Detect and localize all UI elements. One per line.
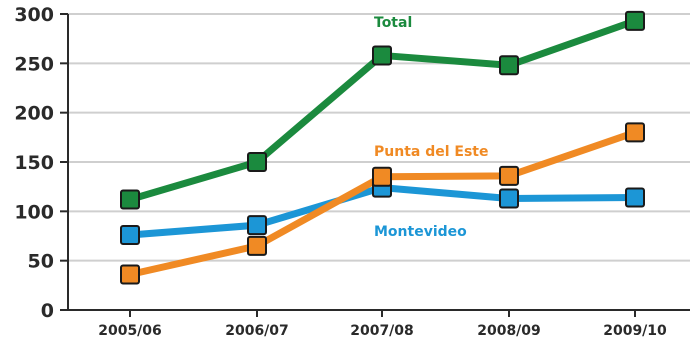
series-label-montevideo: Montevideo — [374, 224, 467, 240]
y-tick-label-200: 200 — [14, 103, 54, 125]
y-tick-label-50: 50 — [28, 251, 54, 273]
y-tick-label-300: 300 — [14, 4, 54, 26]
marker-montevideo-3 — [499, 188, 519, 209]
y-tick-label-100: 100 — [14, 201, 54, 223]
marker-punta-del-este-2 — [372, 166, 392, 187]
y-tick-label-0: 0 — [41, 300, 54, 322]
x-tick-label-4: 2009/10 — [603, 323, 667, 339]
series-label-total: Total — [374, 15, 412, 31]
marker-total-4 — [625, 10, 645, 31]
marker-punta-del-este-3 — [499, 165, 519, 186]
marker-total-0 — [120, 189, 140, 210]
x-tick-label-1: 2006/07 — [225, 323, 289, 339]
marker-punta-del-este-0 — [120, 264, 140, 285]
marker-montevideo-0 — [120, 225, 140, 246]
series-label-punta-del-este: Punta del Este — [374, 144, 488, 160]
y-tick-label-150: 150 — [14, 152, 54, 174]
marker-total-3 — [499, 55, 519, 76]
marker-montevideo-4 — [625, 187, 645, 208]
marker-total-1 — [247, 152, 267, 172]
x-tick-label-0: 2005/06 — [98, 323, 162, 339]
y-tick-label-250: 250 — [14, 53, 54, 75]
x-tick-label-3: 2008/09 — [477, 323, 541, 339]
marker-montevideo-1 — [247, 215, 267, 236]
marker-total-2 — [372, 45, 392, 66]
x-tick-label-2: 2007/08 — [350, 323, 414, 339]
marker-punta-del-este-4 — [625, 122, 645, 143]
marker-punta-del-este-1 — [247, 235, 267, 256]
